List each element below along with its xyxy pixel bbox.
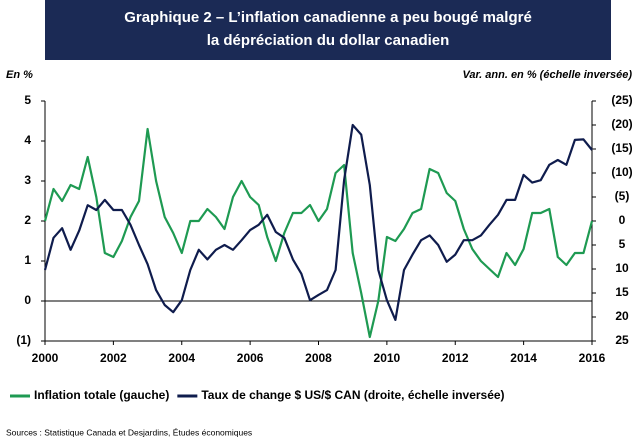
y-tick-label: 3 [24, 173, 31, 187]
y-tick-label: (1) [16, 333, 31, 347]
legend-label: Taux de change $ US/$ CAN (droite, échel… [201, 388, 504, 402]
x-tick-label: 2006 [237, 351, 264, 365]
chart-title: la dépréciation du dollar canadien [207, 32, 450, 49]
x-tick-label: 2002 [100, 351, 127, 365]
x-tick-label: 2014 [510, 351, 537, 365]
x-tick-label: 2004 [168, 351, 195, 365]
chart-title: Graphique 2 – L’inflation canadienne a p… [124, 9, 532, 26]
x-tick-label: 2000 [32, 351, 59, 365]
y2-tick-label: (15) [611, 141, 632, 155]
y2-tick-label: 5 [619, 237, 626, 251]
y2-tick-label: (25) [611, 93, 632, 107]
y-axis-label: En % [6, 69, 33, 81]
y-tick-label: 5 [24, 93, 31, 107]
y2-tick-label: 10 [615, 261, 629, 275]
y-tick-label: 0 [24, 293, 31, 307]
y-tick-label: 4 [24, 133, 31, 147]
y-tick-label: 2 [24, 213, 31, 227]
y2-tick-label: 25 [615, 333, 629, 347]
series-line [43, 127, 594, 339]
title-banner [45, 0, 611, 60]
legend-label: Inflation totale (gauche) [34, 388, 169, 402]
y2-tick-label: (10) [611, 165, 632, 179]
y2-tick-label: 0 [619, 213, 626, 227]
x-tick-label: 2012 [442, 351, 469, 365]
x-tick-label: 2016 [579, 351, 606, 365]
source: Sources : Statistique Canada et Desjardi… [6, 427, 252, 437]
y2-tick-label: 20 [615, 309, 629, 323]
y2-tick-label: 15 [615, 285, 629, 299]
x-tick-label: 2008 [305, 351, 332, 365]
y2-tick-label: (5) [615, 189, 630, 203]
y2-axis-label: Var. ann. en % (échelle inversée) [462, 69, 632, 81]
y2-tick-label: (20) [611, 117, 632, 131]
x-tick-label: 2010 [374, 351, 401, 365]
series-line [43, 123, 593, 321]
y-tick-label: 1 [24, 253, 31, 267]
